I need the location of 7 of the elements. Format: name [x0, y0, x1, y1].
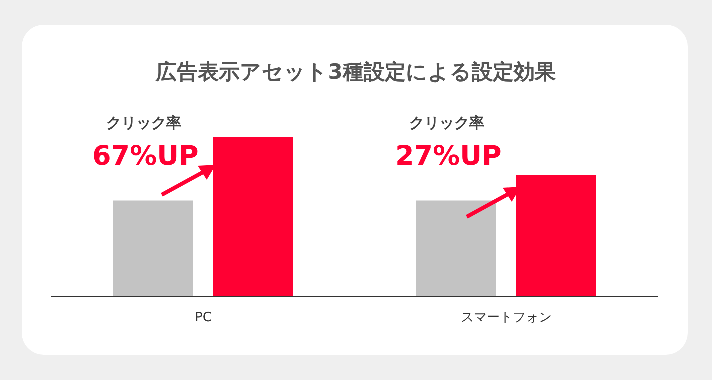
x-tick-label: PC — [195, 310, 212, 326]
text: クリック率 — [106, 114, 182, 132]
annotation: 67%UP — [92, 141, 199, 172]
x-tick-label: スマートフォン — [461, 310, 552, 326]
annotation: 27%UP — [396, 141, 502, 172]
text: クリック率 — [410, 114, 484, 132]
chart-title: 広告表示アセット3種設定による設定効果 — [154, 59, 557, 86]
